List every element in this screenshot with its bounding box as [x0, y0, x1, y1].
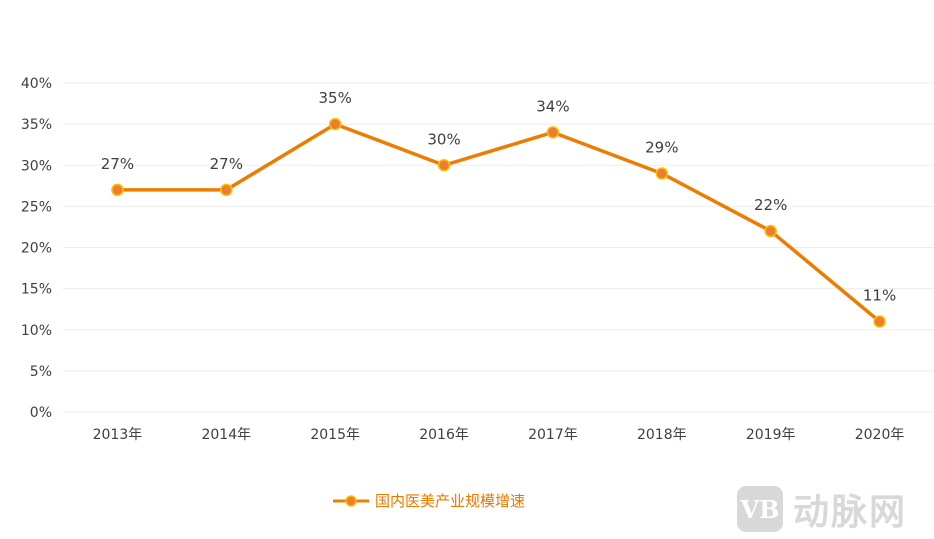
legend-line-marker-icon	[333, 494, 369, 507]
data-label: 27%	[101, 155, 134, 173]
data-label: 35%	[319, 89, 352, 107]
data-label: 29%	[645, 138, 678, 156]
data-point	[873, 315, 886, 328]
y-tick-label: 20%	[21, 241, 52, 257]
y-tick-label: 30%	[21, 158, 52, 174]
x-tick-label: 2019年	[746, 427, 796, 443]
data-point	[655, 167, 669, 180]
y-tick-label: 5%	[30, 364, 52, 380]
data-point	[328, 117, 342, 131]
data-point	[764, 224, 777, 238]
y-tick-label: 40%	[21, 76, 52, 92]
x-tick-label: 2013年	[93, 427, 143, 443]
data-point	[111, 183, 124, 197]
x-tick-label: 2020年	[855, 427, 905, 443]
line-chart: 0% 5% 10% 15% 20% 25% 30% 35% 40% 2013年 2014年 2015年…	[21, 76, 934, 443]
data-label: 11%	[863, 287, 896, 305]
legend[interactable]: 国内医美产业规模增速	[333, 490, 525, 511]
x-tick-label: 2014年	[201, 427, 251, 443]
y-tick-label: 0%	[30, 405, 52, 421]
y-tick-label: 25%	[21, 199, 52, 215]
y-tick-label: 10%	[21, 323, 52, 339]
data-label: 27%	[210, 155, 243, 173]
y-tick-label: 35%	[21, 117, 52, 133]
x-tick-label: 2017年	[528, 427, 578, 443]
series-line	[117, 122, 881, 323]
data-label: 34%	[536, 97, 569, 115]
watermark-text: 动脉网	[793, 492, 908, 533]
data-label: 30%	[427, 130, 460, 148]
y-tick-label: 15%	[21, 282, 52, 298]
data-point	[220, 183, 233, 197]
x-tick-label: 2018年	[637, 427, 687, 443]
data-label: 22%	[754, 196, 787, 214]
x-tick-label: 2016年	[419, 427, 469, 443]
watermark: VB 动脉网	[737, 483, 907, 535]
legend-label: 国内医美产业规模增速	[375, 492, 526, 510]
data-point	[437, 159, 451, 172]
data-point	[546, 126, 560, 139]
watermark-logo-icon: VB	[737, 486, 783, 532]
x-tick-label: 2015年	[310, 427, 360, 443]
